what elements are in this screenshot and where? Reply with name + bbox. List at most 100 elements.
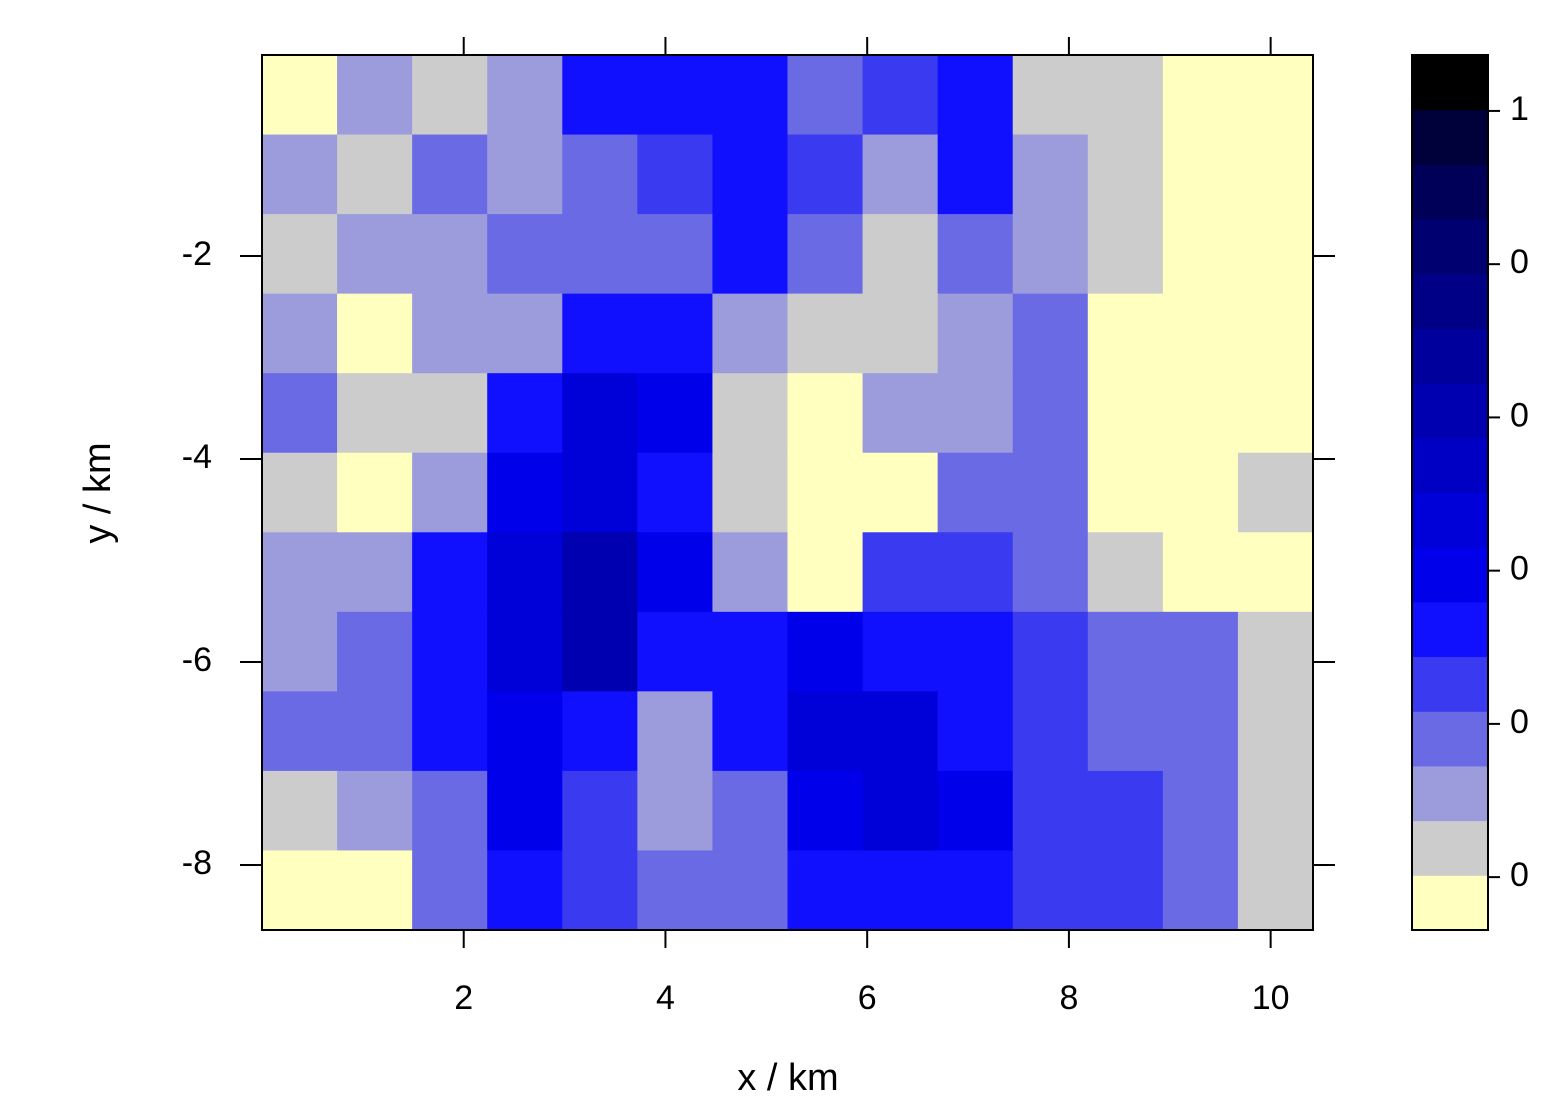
- x-axis-label: x / km: [737, 1057, 838, 1099]
- raster-cell: [1087, 850, 1164, 931]
- raster-cell: [562, 611, 638, 692]
- raster-cell: [712, 850, 789, 931]
- raster-cell: [412, 134, 488, 215]
- raster-cell: [1087, 611, 1164, 692]
- raster-cell: [412, 770, 488, 852]
- raster-cell: [337, 214, 413, 295]
- raster-cell: [562, 214, 638, 295]
- colorbar-tick-label: 0: [1510, 243, 1529, 281]
- raster-cell: [487, 770, 563, 852]
- raster-cell: [637, 611, 714, 692]
- x-tick-label: 4: [656, 979, 675, 1017]
- raster-cell: [412, 373, 488, 454]
- raster-cell: [487, 214, 563, 295]
- raster-cell: [262, 532, 338, 613]
- raster-cell: [1237, 134, 1314, 215]
- raster-cell: [862, 691, 939, 772]
- raster-cell: [1162, 611, 1239, 692]
- colorbar-tick-label: 0: [1510, 396, 1529, 434]
- raster-cell: [1237, 214, 1314, 295]
- raster-cell: [712, 691, 789, 772]
- colorbar-band: [1412, 164, 1488, 220]
- raster-cell: [637, 770, 714, 852]
- raster-cell: [787, 214, 864, 295]
- raster-cell: [1162, 691, 1239, 772]
- raster-cell: [1237, 691, 1314, 772]
- raster-cell: [1162, 293, 1239, 374]
- raster-cell: [337, 611, 413, 692]
- raster-cell: [1012, 55, 1089, 136]
- colorbar-band: [1412, 711, 1488, 767]
- raster-cell: [1012, 134, 1089, 215]
- raster-cell: [262, 770, 338, 852]
- colorbar-band: [1412, 109, 1488, 165]
- raster-cell: [862, 134, 939, 215]
- raster-cell: [1237, 293, 1314, 374]
- colorbar-band: [1412, 383, 1488, 439]
- raster-cell: [337, 452, 413, 533]
- raster-cell: [1162, 373, 1239, 454]
- colorbar-band: [1412, 328, 1488, 384]
- raster-cell: [637, 293, 714, 374]
- raster-cell: [1162, 55, 1239, 136]
- raster-cell: [1162, 770, 1239, 852]
- raster-cell: [562, 532, 638, 613]
- raster-cell: [862, 452, 939, 533]
- raster-cell: [562, 452, 638, 533]
- raster-cell: [487, 373, 563, 454]
- y-tick-label: -8: [182, 844, 212, 882]
- y-axis-label: y / km: [77, 442, 119, 543]
- raster-cell: [937, 532, 1014, 613]
- colorbar-band: [1412, 55, 1488, 111]
- raster-cell: [862, 770, 939, 852]
- raster-cell: [712, 134, 789, 215]
- raster-cell: [1012, 214, 1089, 295]
- raster-cell: [937, 134, 1014, 215]
- colorbar-tick-label: 0: [1510, 856, 1529, 894]
- raster-cell: [562, 850, 638, 931]
- raster-cell: [1012, 611, 1089, 692]
- colorbar-band: [1412, 492, 1488, 548]
- raster-cell: [487, 691, 563, 772]
- y-tick-label: -6: [182, 641, 212, 679]
- raster-cell: [637, 55, 714, 136]
- raster-cell: [262, 373, 338, 454]
- raster-cell: [337, 134, 413, 215]
- raster-cell: [862, 611, 939, 692]
- colorbar-band: [1412, 273, 1488, 329]
- raster-cell: [262, 293, 338, 374]
- raster-cell: [1087, 770, 1164, 852]
- raster-cell: [1012, 691, 1089, 772]
- raster-cell: [1162, 850, 1239, 931]
- raster-cell: [862, 55, 939, 136]
- x-tick-label: 10: [1252, 979, 1290, 1017]
- colorbar-band: [1412, 547, 1488, 603]
- raster-cell: [412, 452, 488, 533]
- colorbar-tick-label: 1: [1510, 90, 1529, 128]
- raster-cell: [1237, 611, 1314, 692]
- raster-cell: [1087, 532, 1164, 613]
- raster-cell: [1237, 770, 1314, 852]
- raster-cell: [412, 611, 488, 692]
- raster-cell: [262, 214, 338, 295]
- raster-cell: [1237, 373, 1314, 454]
- colorbar-frame: [1411, 54, 1489, 931]
- raster-cell: [487, 134, 563, 215]
- colorbar-band: [1412, 765, 1488, 822]
- raster-cell: [262, 691, 338, 772]
- raster-cell: [487, 611, 563, 692]
- colorbar-tick-label: 0: [1510, 550, 1529, 588]
- raster-cell: [787, 134, 864, 215]
- raster-cell: [262, 850, 338, 931]
- raster-cell: [787, 611, 864, 692]
- raster-cell: [937, 611, 1014, 692]
- raster-cell: [787, 850, 864, 931]
- raster-cell: [637, 850, 714, 931]
- raster-cell: [1087, 293, 1164, 374]
- raster-cell: [937, 55, 1014, 136]
- x-tick-label: 2: [454, 979, 473, 1017]
- raster-cell: [262, 55, 338, 136]
- x-tick-label: 6: [858, 979, 877, 1017]
- raster-cell: [937, 452, 1014, 533]
- raster-cell: [337, 55, 413, 136]
